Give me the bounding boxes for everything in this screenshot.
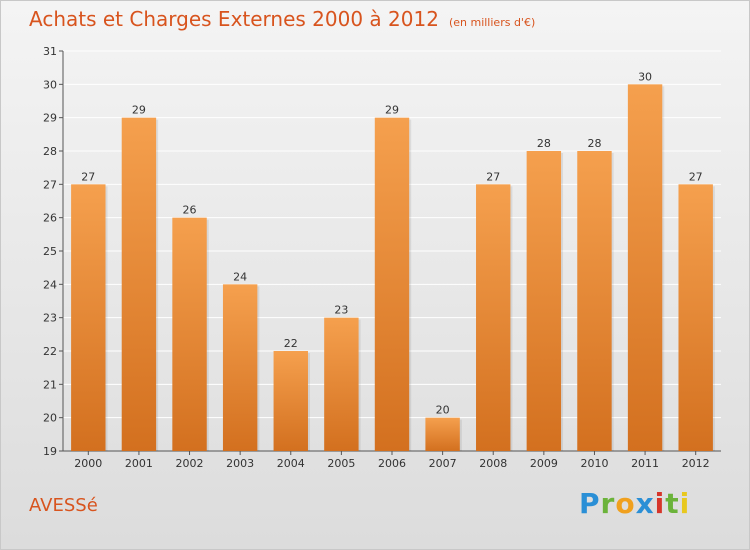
bar-value-label: 27 — [81, 170, 95, 183]
x-tick-label: 2004 — [277, 457, 305, 470]
y-tick-label: 25 — [43, 245, 57, 258]
bar-value-label: 24 — [233, 270, 247, 283]
x-tick-label: 2003 — [226, 457, 254, 470]
logo-letter: i — [679, 487, 691, 520]
bar-value-label: 29 — [132, 104, 146, 117]
x-tick-label: 2006 — [378, 457, 406, 470]
y-tick-label: 24 — [43, 278, 57, 291]
x-tick-label: 2011 — [631, 457, 659, 470]
bar-value-label: 20 — [436, 404, 450, 417]
x-tick-label: 2001 — [125, 457, 153, 470]
x-tick-label: 2000 — [74, 457, 102, 470]
logo-letter: i — [654, 487, 666, 520]
bar-value-label: 27 — [689, 170, 703, 183]
chart-title-text: Achats et Charges Externes 2000 à 2012 — [29, 7, 439, 31]
bar-value-label: 28 — [587, 137, 601, 150]
bar — [324, 317, 359, 451]
logo-letter: o — [615, 487, 636, 520]
bar-value-label: 27 — [486, 170, 500, 183]
bar — [121, 117, 157, 452]
proxiti-logo: Proxiti — [579, 487, 690, 520]
y-tick-label: 31 — [43, 45, 57, 58]
bar — [273, 351, 308, 451]
chart-title: Achats et Charges Externes 2000 à 2012 (e… — [29, 7, 535, 31]
y-tick-label: 28 — [43, 145, 57, 158]
chart-unit: (en milliers d'€) — [448, 16, 536, 29]
y-tick-label: 23 — [43, 312, 57, 325]
y-tick-label: 26 — [43, 212, 57, 225]
bar — [374, 117, 410, 452]
x-tick-label: 2005 — [327, 457, 355, 470]
bar — [172, 217, 207, 451]
bar-value-label: 30 — [638, 70, 652, 83]
y-tick-label: 22 — [43, 345, 57, 358]
logo-letter: x — [635, 487, 655, 520]
bar — [222, 284, 258, 451]
bar-value-label: 28 — [537, 137, 551, 150]
bar — [526, 151, 562, 451]
x-tick-label: 2009 — [530, 457, 558, 470]
x-tick-label: 2008 — [479, 457, 507, 470]
y-tick-label: 19 — [43, 445, 57, 458]
bar — [425, 417, 460, 451]
bar-value-label: 29 — [385, 104, 399, 117]
x-tick-label: 2007 — [429, 457, 457, 470]
bar-value-label: 23 — [334, 304, 348, 317]
logo-letter: t — [665, 487, 680, 520]
labels: 19 20 21 22 23 24 25 26 27 28 29 30 31 27 2000 29 2001 26… — [43, 45, 710, 470]
place-name: AVESSé — [29, 495, 98, 516]
bar — [476, 184, 511, 452]
bar — [71, 184, 106, 452]
y-tick-label: 30 — [43, 78, 57, 91]
bar — [577, 151, 612, 451]
y-tick-label: 29 — [43, 112, 57, 125]
bar — [678, 184, 713, 452]
bar — [627, 84, 663, 451]
logo-letter: r — [600, 487, 616, 520]
y-tick-label: 27 — [43, 178, 57, 191]
y-tick-label: 20 — [43, 412, 57, 425]
logo-letter: P — [579, 487, 601, 520]
x-tick-label: 2012 — [682, 457, 710, 470]
bar-value-label: 26 — [183, 204, 197, 217]
bar-value-label: 22 — [284, 337, 298, 350]
x-tick-label: 2002 — [176, 457, 204, 470]
y-tick-label: 21 — [43, 378, 57, 391]
x-tick-label: 2010 — [580, 457, 608, 470]
bars — [71, 84, 715, 452]
